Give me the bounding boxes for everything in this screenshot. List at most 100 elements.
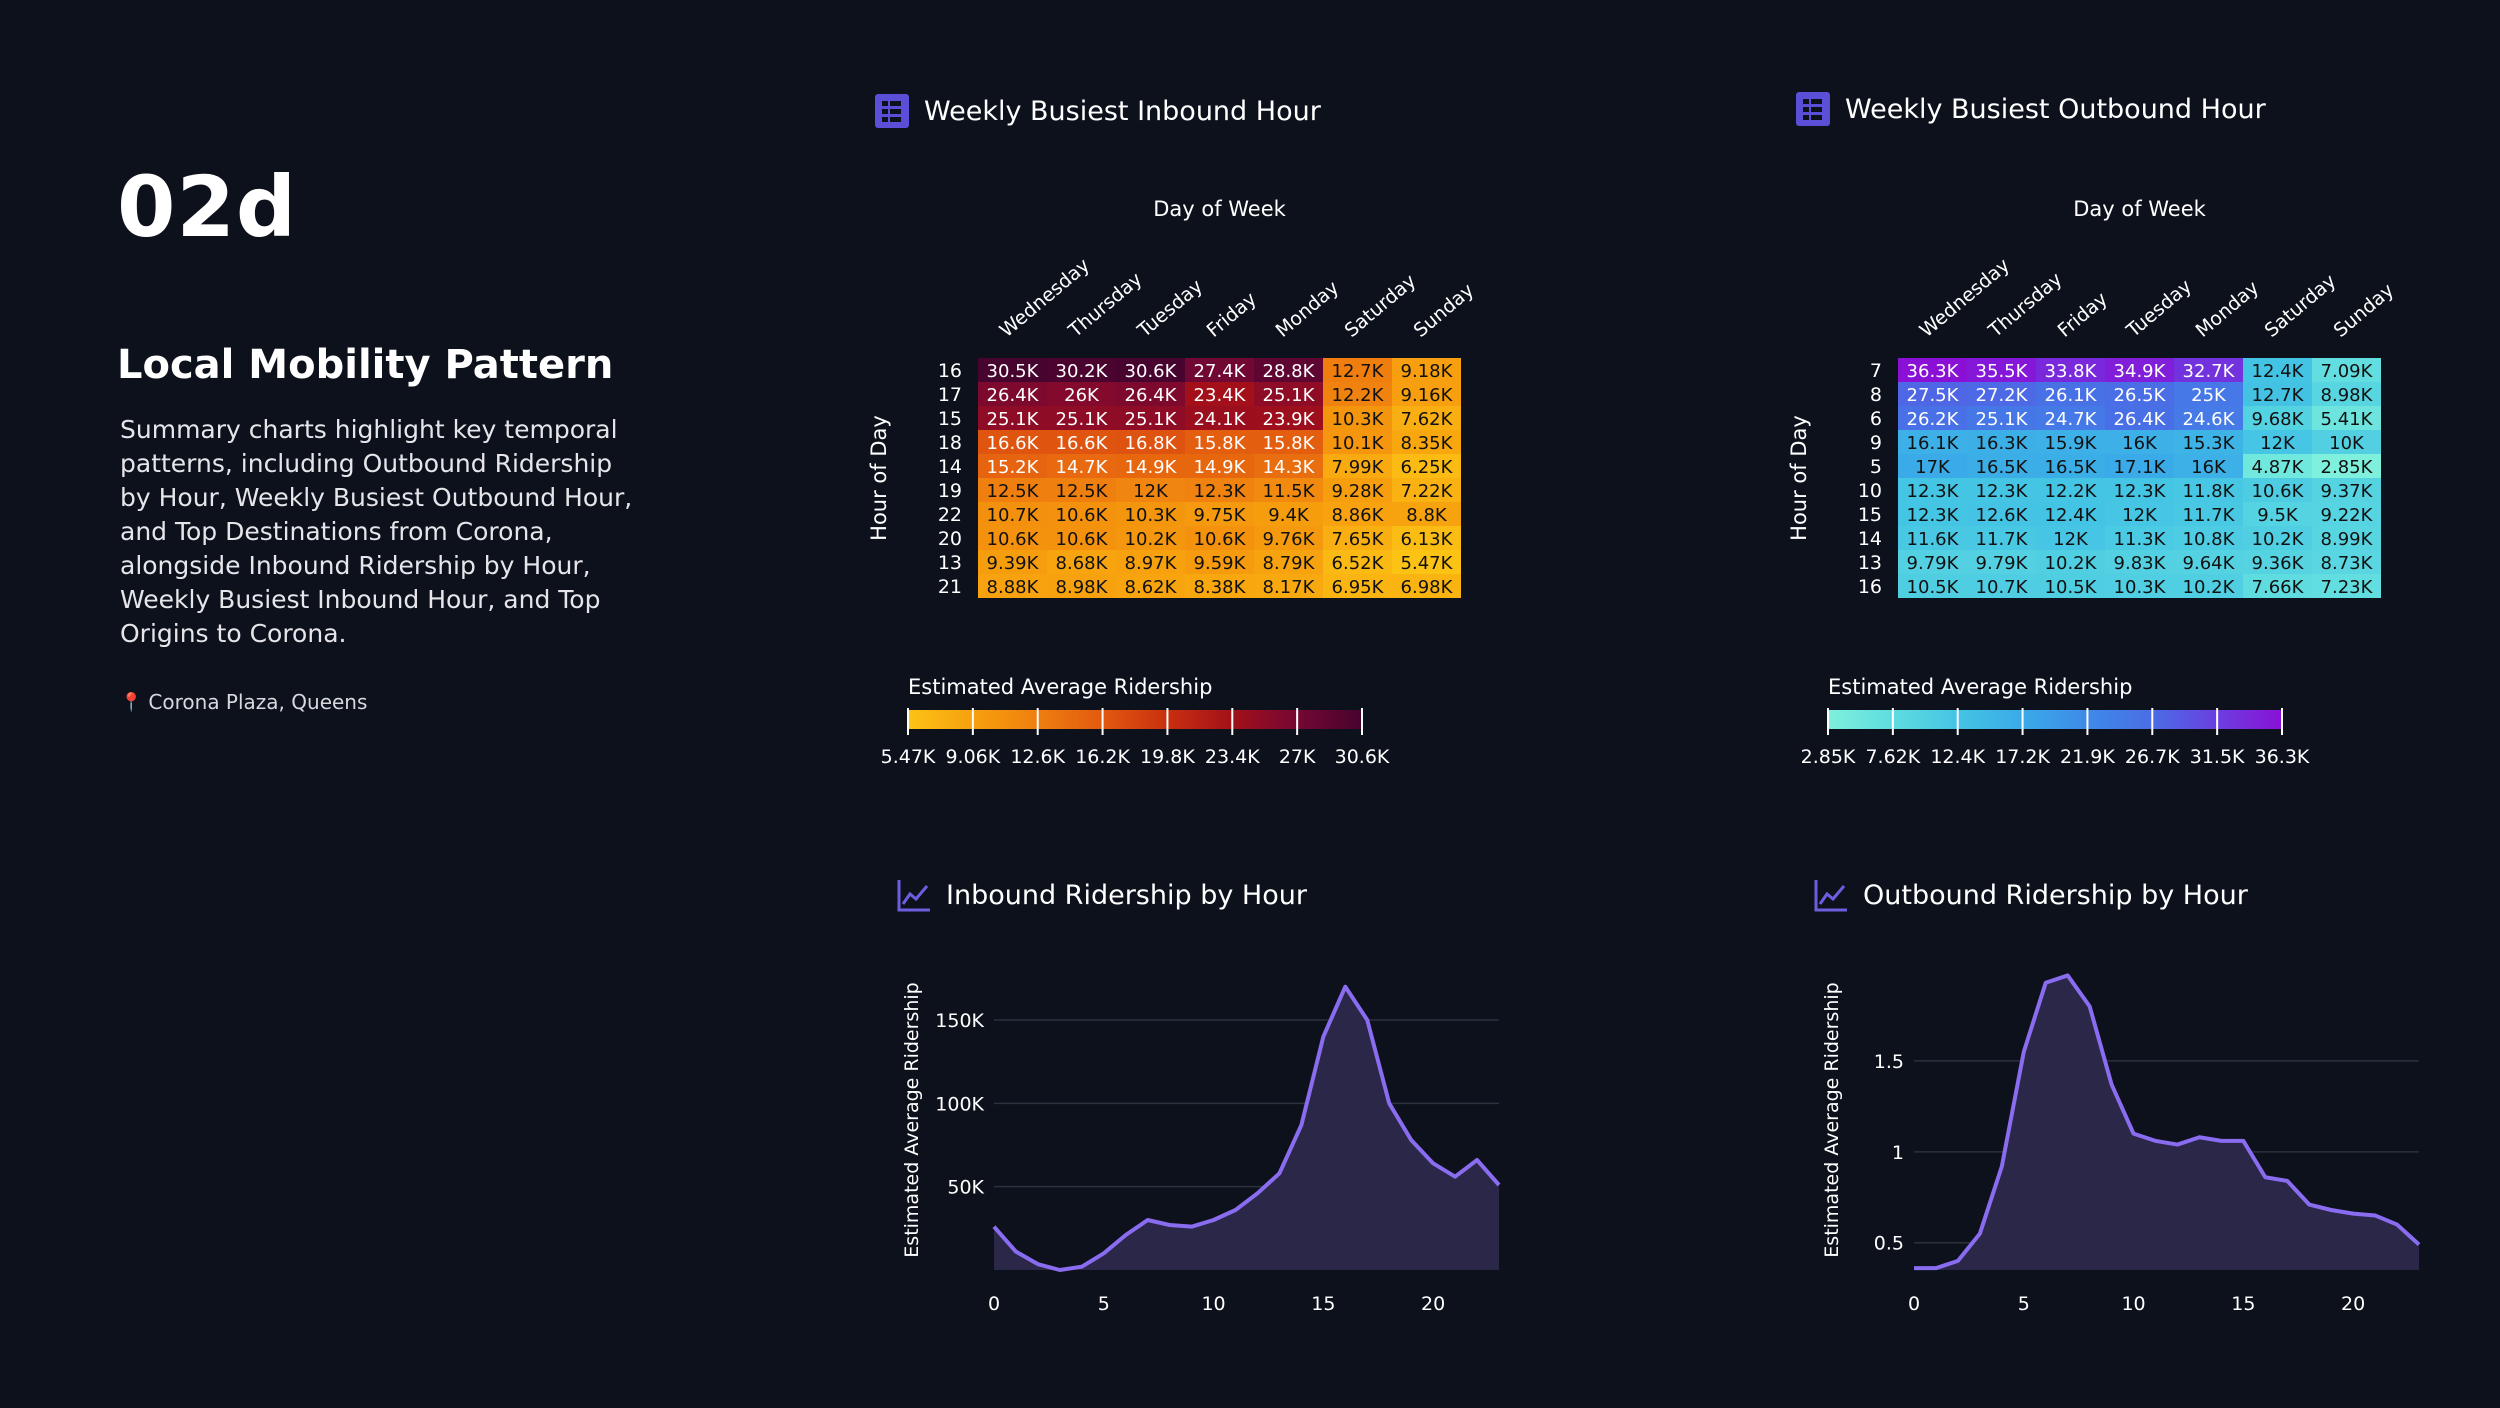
heatmap-cell-value: 6.13K bbox=[1401, 529, 1454, 550]
heatmap-cell-value: 6.52K bbox=[1332, 553, 1385, 574]
heatmap-cell bbox=[2174, 382, 2243, 406]
heatmap-cell bbox=[2312, 406, 2381, 430]
heatmap-cell-value: 12K bbox=[2053, 529, 2089, 550]
heatmap-cell-value: 27.4K bbox=[1194, 361, 1247, 382]
heatmap-legend-tick-label: 12.4K bbox=[1930, 746, 1985, 768]
heatmap-cell-value: 8.68K bbox=[1056, 553, 1109, 574]
heatmap-cell-value: 10.6K bbox=[1194, 529, 1247, 550]
heatmap-cell bbox=[1898, 454, 1967, 478]
heatmap-cell bbox=[2243, 382, 2312, 406]
heatmap-cell-value: 10.3K bbox=[1125, 505, 1178, 526]
heatmap-legend-tick-label: 31.5K bbox=[2190, 746, 2245, 768]
line-chart-x-tick-label: 0 bbox=[988, 1293, 1000, 1315]
heatmap-row-label: 13 bbox=[938, 552, 962, 574]
heatmap-cell bbox=[978, 382, 1047, 406]
heatmap-cell-value: 7.99K bbox=[1332, 457, 1385, 478]
heatmap-cell-value: 11.7K bbox=[2183, 505, 2236, 526]
heatmap-cell bbox=[2243, 574, 2312, 598]
heatmap-cell-value: 8.79K bbox=[1263, 553, 1316, 574]
heatmap-cell bbox=[1967, 382, 2036, 406]
heatmap-cell-value: 32.7K bbox=[2183, 361, 2236, 382]
heatmap-cell bbox=[1323, 550, 1392, 574]
heatmap-row-label: 18 bbox=[938, 432, 962, 454]
heatmap-cell-value: 10.5K bbox=[1907, 577, 1960, 598]
heatmap-cell bbox=[2174, 526, 2243, 550]
heatmap-cell-value: 26.1K bbox=[2045, 385, 2098, 406]
heatmap-cell bbox=[1967, 502, 2036, 526]
line-chart-x-tick-label: 20 bbox=[2341, 1293, 2365, 1315]
heatmap-cell-value: 26.4K bbox=[1125, 385, 1178, 406]
heatmap-cell-value: 24.6K bbox=[2183, 409, 2236, 430]
heatmap-cell bbox=[1254, 478, 1323, 502]
line-chart-x-tick-label: 15 bbox=[2231, 1293, 2255, 1315]
heatmap-cell bbox=[1392, 526, 1461, 550]
heatmap-cell bbox=[1185, 430, 1254, 454]
heatmap-cell-value: 9.37K bbox=[2321, 481, 2374, 502]
inbound-line-chart: Estimated Average Ridership 50K 100K 150K 0 5… bbox=[901, 982, 1501, 1315]
heatmap-cell-value: 11.6K bbox=[1907, 529, 1960, 550]
heatmap-cell bbox=[1047, 358, 1116, 382]
heatmap-legend-tick-label: 9.06K bbox=[945, 746, 1000, 768]
heatmap-cell-value: 9.79K bbox=[1976, 553, 2029, 574]
heatmap-cell-value: 30.6K bbox=[1125, 361, 1178, 382]
heatmap-cell-value: 16K bbox=[2122, 433, 2158, 454]
heatmap-cell bbox=[1047, 478, 1116, 502]
heatmap-cell-value: 16K bbox=[2191, 457, 2227, 478]
outbound-line-chart: Estimated Average Ridership 0.5 1 1.5 0 5 10 15… bbox=[1821, 973, 2421, 1315]
heatmap-cell-value: 28.8K bbox=[1263, 361, 1316, 382]
heatmap-cell bbox=[1392, 550, 1461, 574]
grid-table-icon bbox=[1796, 92, 1830, 126]
heatmap-cell bbox=[2105, 574, 2174, 598]
outbound-line-title: Outbound Ridership by Hour bbox=[1863, 879, 2248, 911]
heatmap-cell-value: 11.8K bbox=[2183, 481, 2236, 502]
heatmap-cell-value: 15.2K bbox=[987, 457, 1040, 478]
outbound-line-header: Outbound Ridership by Hour bbox=[1813, 877, 2248, 913]
heatmap-cell-value: 8.97K bbox=[1125, 553, 1178, 574]
heatmap-row-label: 22 bbox=[938, 504, 962, 526]
heatmap-cell bbox=[2036, 406, 2105, 430]
heatmap-cell-value: 8.17K bbox=[1263, 577, 1316, 598]
heatmap-row-label: 20 bbox=[938, 528, 962, 550]
heatmap-column-label: Sunday bbox=[1410, 279, 1479, 342]
heatmap-cell-value: 34.9K bbox=[2114, 361, 2167, 382]
heatmap-cell bbox=[1047, 526, 1116, 550]
heatmap-cell bbox=[2174, 358, 2243, 382]
heatmap-column-label: Saturday bbox=[2261, 270, 2341, 342]
heatmap-cell bbox=[2036, 574, 2105, 598]
heatmap-legend-bar bbox=[1828, 710, 2282, 729]
heatmap-cell bbox=[1323, 502, 1392, 526]
heatmap-cell bbox=[1392, 382, 1461, 406]
heatmap-cell bbox=[1185, 526, 1254, 550]
heatmap-cell bbox=[1254, 574, 1323, 598]
heatmap-cell bbox=[2174, 406, 2243, 430]
heatmap-row-label: 5 bbox=[1870, 456, 1882, 478]
heatmap-column-label: Friday bbox=[1203, 288, 1261, 342]
heatmap-legend-tick-label: 26.7K bbox=[2125, 746, 2180, 768]
heatmap-cell-value: 5.47K bbox=[1401, 553, 1454, 574]
heatmap-cell-value: 10.7K bbox=[987, 505, 1040, 526]
heatmap-cell bbox=[1185, 406, 1254, 430]
heatmap-cell-value: 12.2K bbox=[2045, 481, 2098, 502]
heatmap-cell-value: 8.98K bbox=[2321, 385, 2374, 406]
heatmap-cell-value: 9.76K bbox=[1263, 529, 1316, 550]
heatmap-row-label: 14 bbox=[938, 456, 962, 478]
heatmap-cell-value: 12K bbox=[1133, 481, 1169, 502]
heatmap-cell bbox=[2312, 478, 2381, 502]
heatmap-cell-value: 16.3K bbox=[1976, 433, 2029, 454]
heatmap-cell bbox=[1392, 502, 1461, 526]
line-chart-x-tick-label: 10 bbox=[1201, 1293, 1225, 1315]
heatmap-cell bbox=[1392, 478, 1461, 502]
line-chart-y-tick-label: 1.5 bbox=[1874, 1051, 1904, 1073]
heatmap-cell bbox=[978, 574, 1047, 598]
heatmap-cell-value: 26.4K bbox=[987, 385, 1040, 406]
heatmap-column-label: Sunday bbox=[2330, 279, 2399, 342]
line-chart-y-tick-label: 0.5 bbox=[1874, 1233, 1904, 1255]
line-chart-series-line bbox=[1914, 973, 2421, 1271]
heatmap-cell bbox=[2036, 454, 2105, 478]
line-chart-x-tick-label: 5 bbox=[1098, 1293, 1110, 1315]
heatmap-cell bbox=[1047, 550, 1116, 574]
heatmap-cell-value: 23.9K bbox=[1263, 409, 1316, 430]
heatmap-cell bbox=[1116, 502, 1185, 526]
heatmap-cell-value: 7.23K bbox=[2321, 577, 2374, 598]
